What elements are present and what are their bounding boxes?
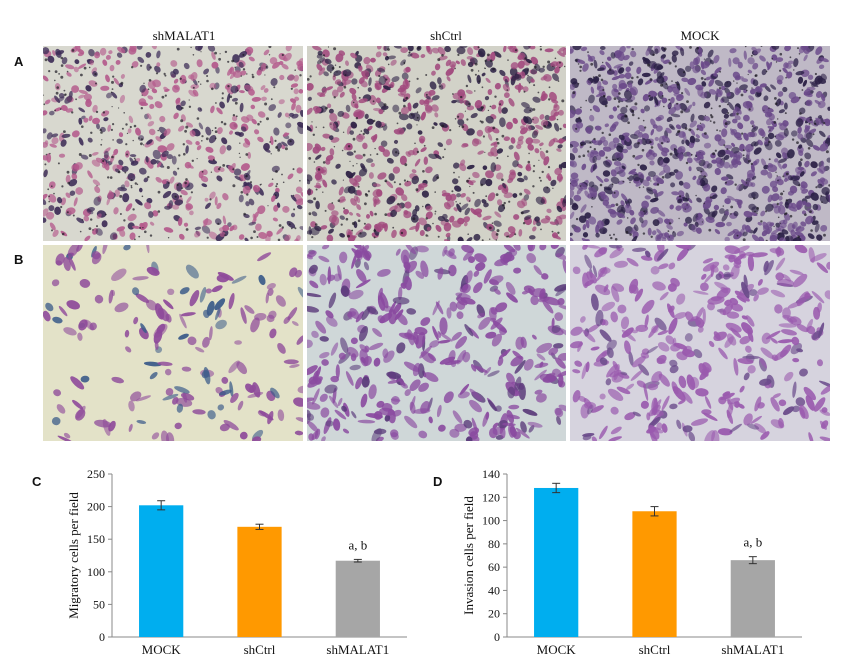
x-tick-label: MOCK	[142, 642, 182, 657]
bar-shmalat1	[335, 560, 380, 637]
y-tick-label: 0	[494, 630, 500, 644]
y-tick-label: 80	[488, 537, 500, 551]
column-title-mock: MOCK	[680, 28, 720, 43]
bar-shctrl	[237, 526, 282, 637]
y-tick-label: 140	[482, 467, 500, 481]
y-tick-label: 40	[488, 583, 500, 597]
x-tick-label: MOCK	[537, 642, 577, 657]
y-tick-label: 150	[87, 532, 105, 546]
panel-label-a: A	[14, 54, 24, 69]
micrograph-b-shctrl	[307, 245, 566, 441]
significance-annotation: a, b	[743, 535, 762, 550]
column-title-shctrl: shCtrl	[430, 28, 462, 43]
y-tick-label: 100	[87, 565, 105, 579]
x-tick-label: shMALAT1	[326, 642, 389, 657]
micrograph-b-shmalat1	[43, 245, 303, 441]
y-axis-label: Migratory cells per field	[66, 492, 81, 619]
x-tick-label: shCtrl	[639, 642, 671, 657]
micrograph-a-shctrl	[307, 46, 566, 241]
y-axis-label: Invasion cells per field	[461, 496, 476, 615]
bar-shmalat1	[730, 560, 775, 637]
y-tick-label: 200	[87, 500, 105, 514]
micrograph-a-shmalat1	[43, 46, 303, 241]
panel-label-c: C	[32, 474, 42, 489]
bar-mock	[534, 487, 579, 637]
significance-annotation: a, b	[348, 537, 367, 552]
panel-label-d: D	[433, 474, 443, 489]
column-title-shmalat1: shMALAT1	[152, 28, 216, 43]
y-tick-label: 120	[482, 490, 500, 504]
bar-shctrl	[632, 511, 677, 637]
y-tick-label: 20	[488, 607, 500, 621]
micrograph-a-mock	[570, 46, 830, 241]
migration-bar-chart: 0 50 100 150 200 250 Migratory cells per field…	[66, 467, 407, 657]
invasion-bar-chart: 0 20 40 60 80 100 120 140 Invasion cells per fie…	[461, 467, 802, 657]
bar-mock	[139, 505, 184, 637]
y-tick-label: 250	[87, 467, 105, 481]
x-tick-label: shCtrl	[244, 642, 276, 657]
micrograph-b-mock	[570, 245, 830, 441]
x-tick-label: shMALAT1	[721, 642, 784, 657]
y-tick-label: 60	[488, 560, 500, 574]
panel-label-b: B	[14, 252, 24, 267]
y-tick-label: 50	[93, 597, 105, 611]
y-tick-label: 100	[482, 514, 500, 528]
y-tick-label: 0	[99, 630, 105, 644]
